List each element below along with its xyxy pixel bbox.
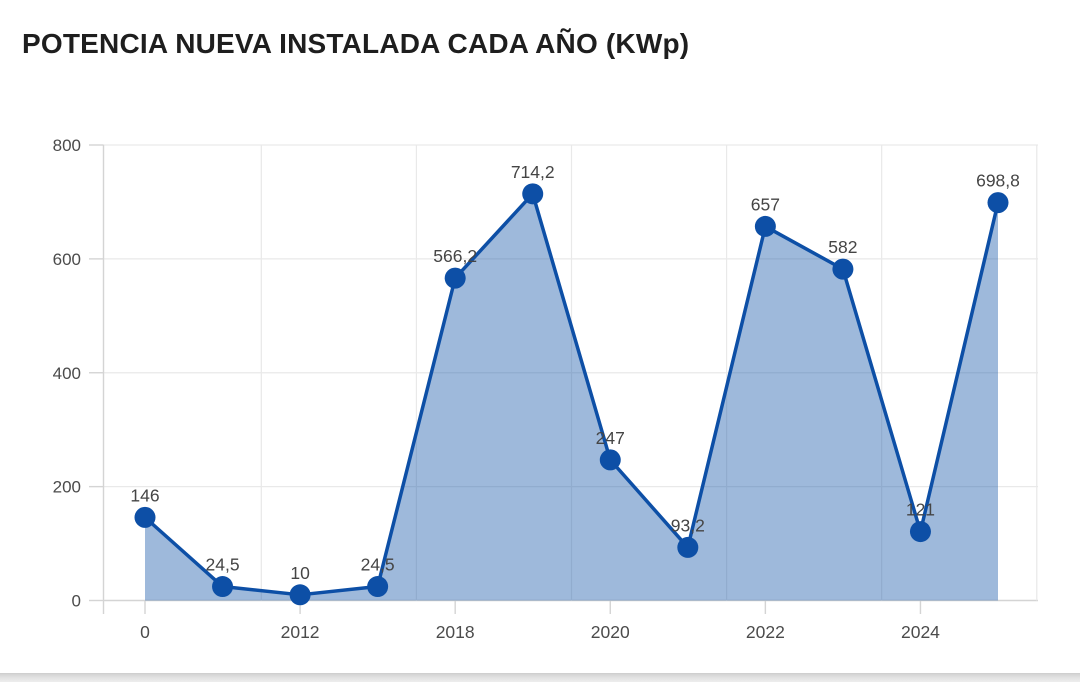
y-axis-tick-label: 600 (53, 250, 81, 269)
point-value-label: 566,2 (433, 246, 477, 266)
point-value-label: 657 (751, 194, 780, 214)
y-axis-tick-label: 200 (53, 478, 81, 497)
data-point-marker[interactable] (522, 183, 544, 205)
point-value-label: 24,5 (361, 555, 395, 575)
data-point-marker[interactable] (909, 521, 931, 543)
point-value-label: 146 (130, 485, 159, 505)
x-axis-tick-label: 2022 (746, 622, 785, 642)
x-axis-tick-label: 0 (140, 622, 150, 642)
x-axis-tick-label: 2020 (591, 622, 630, 642)
data-point-marker[interactable] (212, 576, 234, 598)
data-point-marker[interactable] (134, 506, 156, 528)
point-value-label: 247 (596, 428, 625, 448)
x-axis-tick-label: 2018 (436, 622, 475, 642)
point-value-label: 582 (828, 237, 857, 257)
data-point-marker[interactable] (987, 192, 1009, 214)
bottom-divider-bar (0, 673, 1080, 682)
x-axis-tick-label: 2012 (281, 622, 320, 642)
point-value-label: 714,2 (511, 162, 555, 182)
point-value-label: 121 (906, 500, 935, 520)
data-point-marker[interactable] (832, 258, 854, 280)
chart-title: POTENCIA NUEVA INSTALADA CADA AÑO (KWp) (22, 28, 690, 59)
data-point-marker[interactable] (367, 576, 389, 598)
point-value-label: 698,8 (976, 171, 1020, 191)
x-axis-tick-label: 2024 (901, 622, 940, 642)
y-axis-tick-label: 800 (53, 136, 81, 155)
data-point-marker[interactable] (754, 215, 776, 237)
data-point-marker[interactable] (599, 449, 621, 471)
data-point-marker[interactable] (444, 267, 466, 289)
point-value-label: 93,2 (671, 515, 705, 535)
data-point-marker[interactable] (289, 584, 311, 606)
point-value-label: 24,5 (206, 555, 240, 575)
point-value-label: 10 (290, 563, 310, 583)
series-line (143, 192, 1000, 597)
series-area-fill (145, 193, 998, 601)
data-point-marker[interactable] (677, 536, 699, 558)
y-axis-tick-label: 0 (72, 592, 81, 611)
y-axis-tick-label: 400 (53, 364, 81, 383)
